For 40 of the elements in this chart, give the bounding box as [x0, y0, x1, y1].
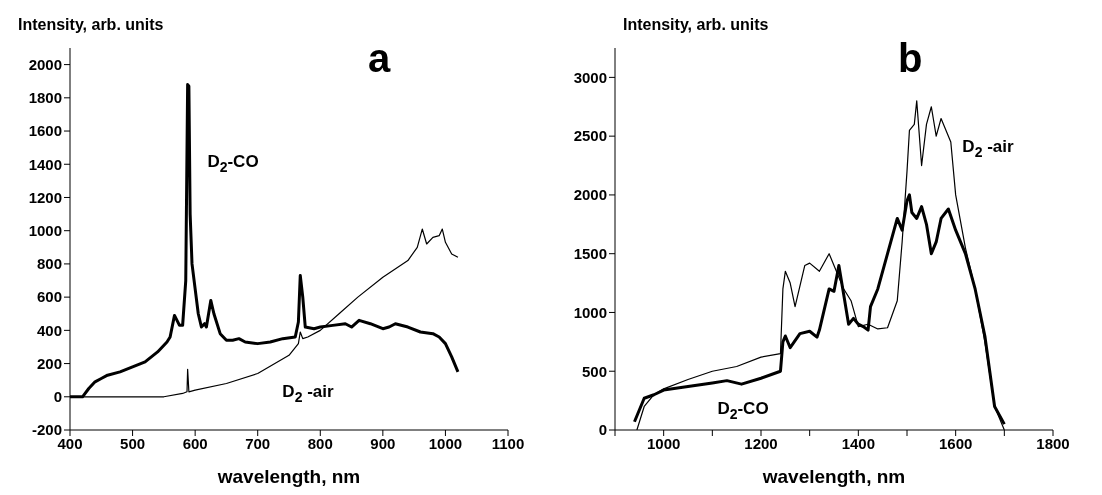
x-tick-label: 1100	[491, 434, 525, 452]
x-tick-label: 1000	[646, 434, 681, 452]
x-tick-label: 1800	[1036, 434, 1070, 452]
x-tick-label: 700	[245, 434, 271, 452]
y-tick-label: 1600	[28, 122, 62, 140]
x-tick-label: 500	[120, 434, 146, 452]
x-tick-label: 1600	[938, 434, 973, 452]
series-label: D$_{2}$-CO	[717, 399, 769, 422]
y-tick-label: 1200	[28, 188, 62, 206]
x-tick-label: 600	[182, 434, 208, 452]
y-tick-label: 1400	[28, 155, 62, 173]
chart-title: b	[898, 36, 923, 80]
series-label: D$_{2}$ -air	[282, 382, 335, 405]
x-tick-label: 1400	[841, 434, 876, 452]
y-tick-label: 1800	[28, 89, 62, 107]
x-tick-label: 1000	[428, 434, 463, 452]
y-axis-title: Intensity, arb. units	[623, 16, 769, 34]
x-axis-title: wavelength, nm	[216, 466, 361, 487]
y-tick-label: 400	[36, 321, 62, 339]
y-axis-title: Intensity, arb. units	[18, 16, 164, 34]
series-label: D$_{2}$-CO	[207, 152, 259, 175]
y-tick-label: 500	[581, 362, 607, 380]
x-tick-label: 800	[307, 434, 333, 452]
y-tick-label: 1000	[28, 222, 62, 240]
x-tick-label: 1200	[744, 434, 778, 452]
y-tick-label: 600	[36, 288, 62, 306]
y-tick-label: 800	[36, 255, 62, 273]
y-tick-label: 0	[598, 421, 607, 439]
y-tick-label: 2000	[28, 55, 62, 73]
y-tick-label: 3000	[573, 68, 607, 86]
y-tick-label: 2500	[573, 127, 607, 145]
y-tick-label: 0	[53, 388, 62, 406]
x-tick-label: 900	[370, 434, 396, 452]
series-label: D$_{2}$ -air	[962, 137, 1015, 160]
y-tick-label: 200	[36, 354, 62, 372]
x-axis-title: wavelength, nm	[761, 466, 906, 487]
y-tick-label: 1500	[573, 245, 607, 263]
y-tick-label: 2000	[573, 186, 607, 204]
y-tick-label: 1000	[573, 303, 607, 321]
chart-title: a	[368, 36, 391, 80]
